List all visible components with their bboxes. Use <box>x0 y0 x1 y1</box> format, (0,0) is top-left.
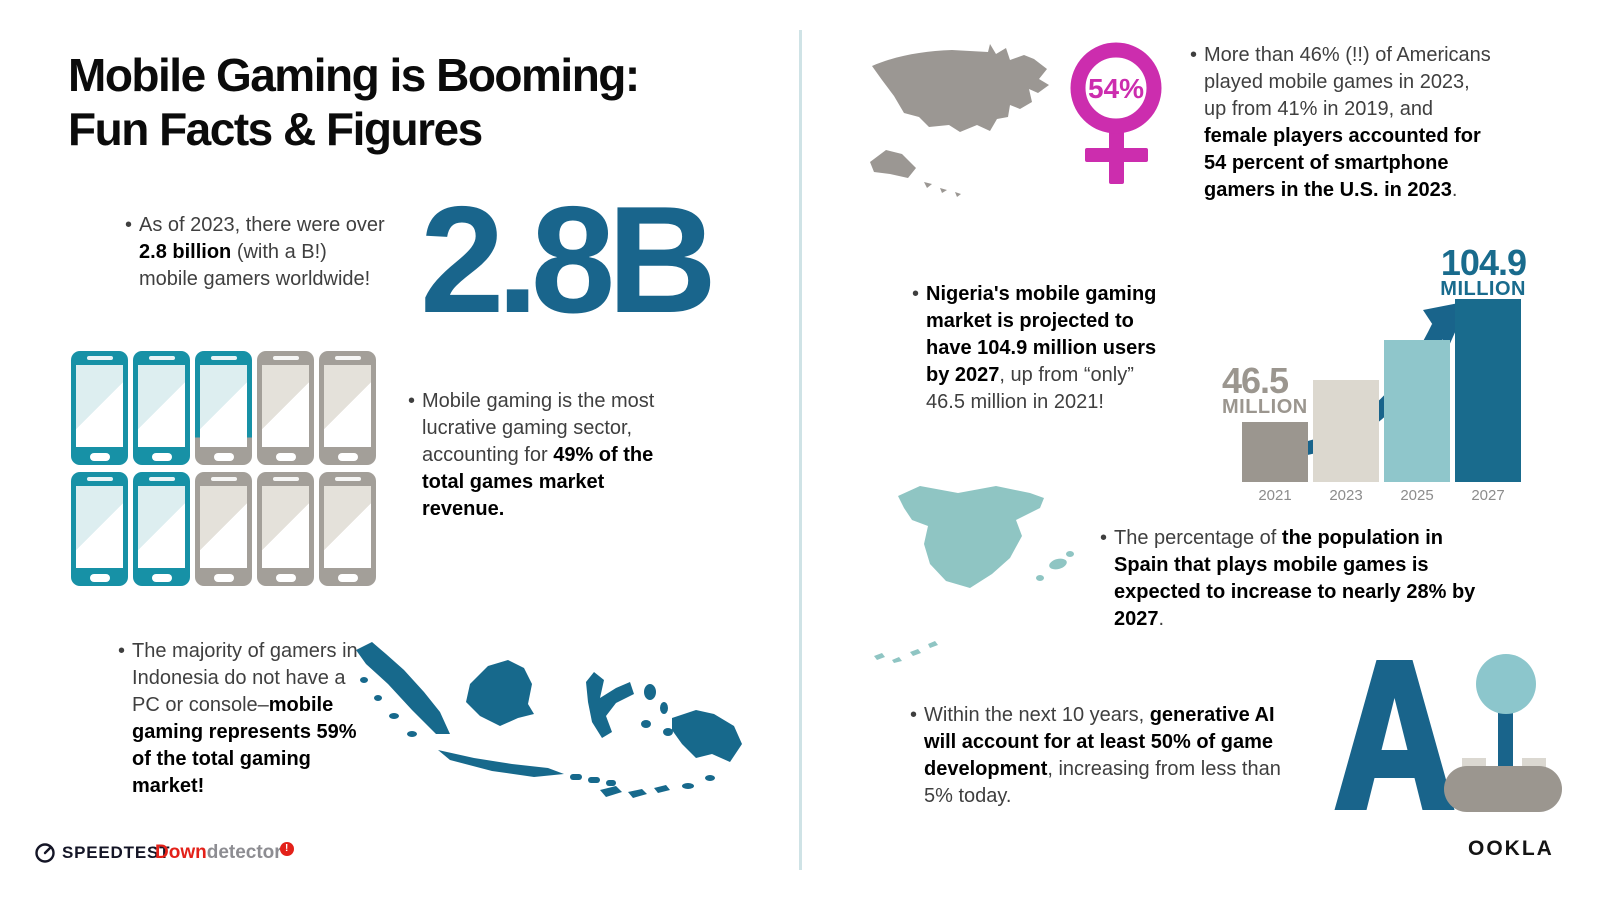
fact-spain: • The percentage of the population in Sp… <box>1100 525 1478 633</box>
fact-spain-text: The percentage of the population in Spai… <box>1114 527 1476 630</box>
chart-bar <box>1242 422 1308 482</box>
page-title-line2: Fun Facts & Figures <box>68 103 483 155</box>
downdetector-wordmark-rest: detector <box>206 842 282 863</box>
chart-year-label: 2027 <box>1471 487 1505 504</box>
bullet-marker: • <box>408 390 416 412</box>
big-stat-2-8b: 2.8B <box>420 175 717 345</box>
fact-us: • More than 46% (!!) of Americans played… <box>1190 42 1492 204</box>
fact-revenue-text: Mobile gaming is the most lucrative gami… <box>422 390 655 520</box>
phone-icon <box>133 472 190 586</box>
chart-year-label: 2025 <box>1400 487 1434 504</box>
speedtest-wordmark: SPEEDTEST <box>62 843 171 862</box>
phone-icon <box>319 351 376 465</box>
phone-icon <box>133 351 190 465</box>
bullet-marker: • <box>912 283 920 305</box>
fact-gamers: • As of 2023, there were over 2.8 billio… <box>125 212 387 293</box>
fact-us-text: More than 46% (!!) of Americans played m… <box>1204 44 1491 201</box>
downdetector-logo: Downdetector! <box>155 842 296 864</box>
ookla-wordmark: OOKLA <box>1468 837 1554 860</box>
phone-icon <box>319 472 376 586</box>
column-divider <box>799 30 802 870</box>
chart-year-label: 2023 <box>1329 487 1363 504</box>
fact-nigeria-text: Nigeria's mobile gaming market is projec… <box>926 283 1157 413</box>
chart-bar <box>1384 340 1450 482</box>
alert-badge-icon: ! <box>279 842 294 856</box>
joystick-icon <box>1444 654 1562 812</box>
speedtest-logo: SPEEDTEST <box>34 842 170 864</box>
bullet-marker: • <box>1100 527 1108 549</box>
phone-icon <box>257 351 314 465</box>
spain-map <box>874 486 1074 663</box>
chart-bars: 2021 2023 2025 2027 <box>1242 299 1521 504</box>
female-gender-icon: 54% <box>1070 42 1162 184</box>
fact-ai: • Within the next 10 years, generative A… <box>910 702 1308 810</box>
chart-year-label: 2021 <box>1258 487 1292 504</box>
letter-a-icon <box>1334 660 1455 810</box>
ai-icon <box>1332 652 1572 817</box>
bullet-marker: • <box>118 640 126 662</box>
chart-end-label: 104.9 MILLION <box>1440 242 1527 300</box>
fact-indonesia-text: The majority of gamers in Indonesia do n… <box>132 640 358 797</box>
bullet-marker: • <box>910 704 918 726</box>
fact-ai-text: Within the next 10 years, generative AI … <box>924 704 1281 807</box>
indonesia-map <box>356 642 742 798</box>
phone-icon <box>71 472 128 586</box>
phone-icon <box>71 351 128 465</box>
phone-icon <box>195 472 252 586</box>
page-title-line1: Mobile Gaming is Booming: <box>68 49 640 101</box>
phone-grid <box>71 351 376 586</box>
bullet-marker: • <box>125 214 133 236</box>
nigeria-users-chart: 46.5 MILLION 104.9 MILLION 2021 2023 202… <box>1222 242 1534 505</box>
chart-bar <box>1313 380 1379 482</box>
phone-icon-partial <box>195 351 252 465</box>
fact-indonesia: • The majority of gamers in Indonesia do… <box>118 638 370 800</box>
fact-revenue: • Mobile gaming is the most lucrative ga… <box>408 388 666 523</box>
fact-gamers-text: As of 2023, there were over 2.8 billion … <box>139 214 385 290</box>
phone-icon <box>257 472 314 586</box>
fact-nigeria: • Nigeria's mobile gaming market is proj… <box>912 281 1176 416</box>
page-title: Mobile Gaming is Booming: Fun Facts & Fi… <box>68 48 640 156</box>
chart-bar <box>1455 299 1521 482</box>
female-share-badge: 54% <box>1088 73 1144 104</box>
speedtest-gauge-icon <box>35 843 55 863</box>
united-states-map <box>870 44 1049 197</box>
bullet-marker: • <box>1190 44 1198 66</box>
chart-start-label: 46.5 MILLION <box>1222 360 1308 418</box>
downdetector-wordmark-down: Down <box>155 842 207 863</box>
